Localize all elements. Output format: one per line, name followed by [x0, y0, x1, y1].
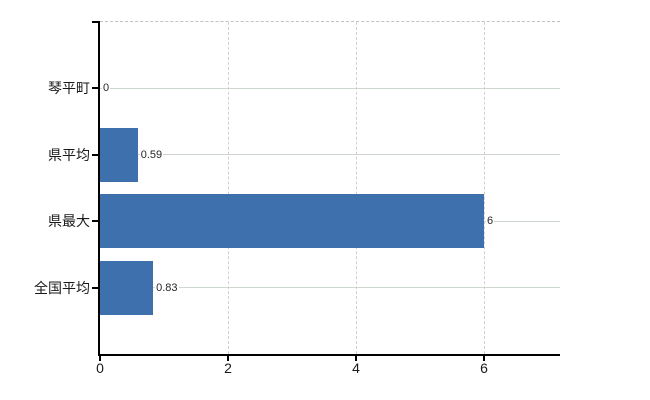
x-axis-line [98, 354, 560, 356]
y-axis-line [98, 21, 100, 356]
y-axis-tick [92, 286, 98, 289]
bar-value-label: 0.83 [155, 280, 179, 295]
bar-3 [100, 260, 154, 315]
y-axis-end-tick [92, 21, 98, 23]
vertical-gridline [356, 22, 357, 354]
horizontal-gridline [100, 154, 560, 156]
x-axis-tick [355, 356, 357, 361]
y-axis-category-label: 全国平均 [34, 279, 90, 296]
x-axis-tick [483, 356, 485, 361]
x-axis-tick-label: 4 [352, 360, 360, 376]
vertical-gridline [228, 22, 229, 354]
horizontal-gridline [100, 87, 560, 89]
x-axis-tick [227, 356, 229, 361]
x-axis-tick-label: 6 [480, 360, 488, 376]
vertical-gridline [484, 22, 485, 354]
y-axis-category-label: 県最大 [48, 213, 90, 230]
x-axis-tick-label: 0 [96, 360, 104, 376]
y-axis-tick [92, 220, 98, 223]
bar-1 [100, 127, 138, 182]
y-axis-tick [92, 87, 98, 90]
y-axis-category-label: 県平均 [48, 146, 90, 163]
bar-value-label: 0 [102, 81, 111, 96]
bar-value-label: 6 [486, 214, 495, 229]
y-axis-tick [92, 153, 98, 156]
bar-value-label: 0.59 [139, 147, 164, 162]
x-axis-tick-label: 2 [224, 360, 232, 376]
y-axis-category-label: 琴平町 [48, 80, 90, 97]
bar-2 [100, 194, 484, 249]
x-axis-tick [99, 356, 101, 361]
horizontal-gridline [100, 287, 560, 289]
plot-top-border [100, 21, 560, 22]
